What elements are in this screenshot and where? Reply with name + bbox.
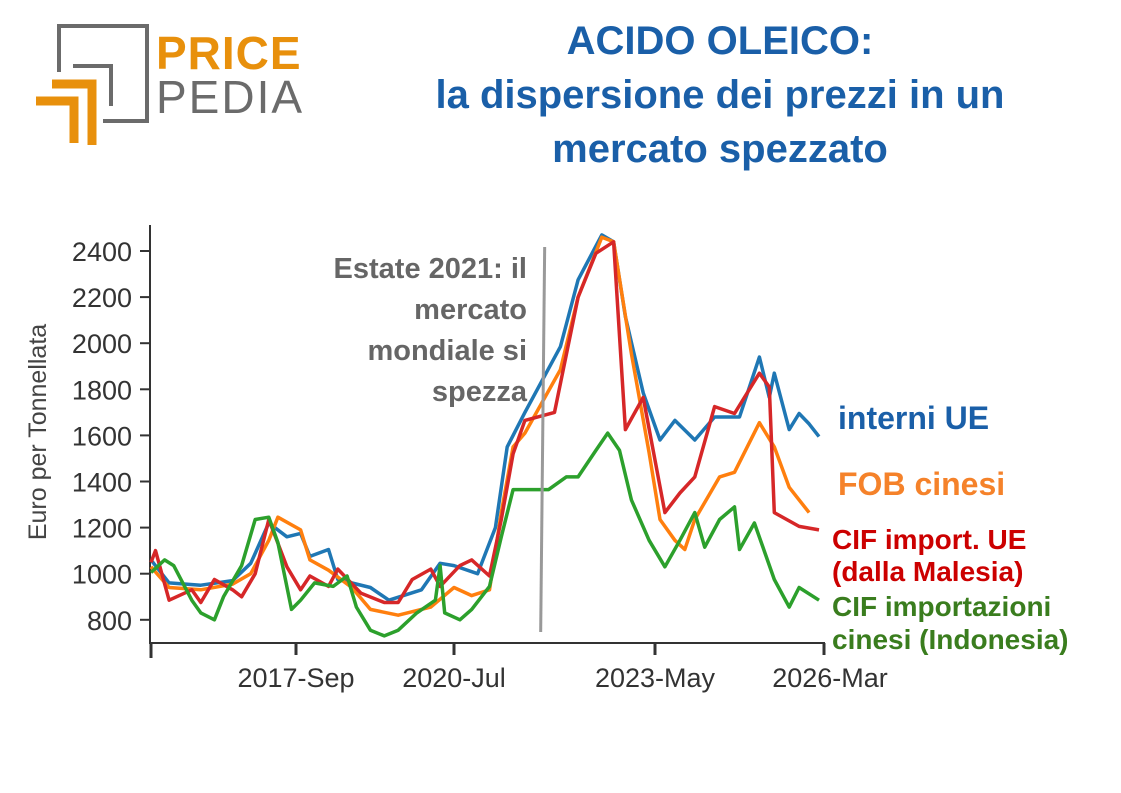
annotation-text: Estate 2021: il (334, 253, 527, 285)
y-tick-label: 2200 (72, 283, 132, 313)
pricepedia-logo: PRICE PEDIA (0, 0, 320, 160)
y-tick-label: 2400 (72, 237, 132, 267)
chart-title: ACIDO OLEICO: la dispersione dei prezzi … (330, 14, 1110, 176)
annotation-text: spezza (432, 376, 528, 408)
legend-label-2: CIF import. UE (832, 524, 1026, 555)
annotation-text: mercato (414, 294, 527, 326)
legend-label-0: interni UE (838, 400, 989, 436)
legend: interni UE FOB cinesi CIF import. UE(dalla… (832, 400, 1069, 655)
x-tick-label: 2017-Sep (237, 663, 354, 693)
annotation-line (539, 246, 547, 633)
legend-label-2: (dalla Malesia) (832, 556, 1023, 587)
axes: 800 1000 1200 1400 1600 1800 2000 2200 2400 Euro … (24, 225, 888, 693)
y-axis-label: Euro per Tonnellata (24, 324, 52, 540)
y-tick-label: 1400 (72, 468, 132, 498)
y-tick-label: 1800 (72, 375, 132, 405)
legend-label-3: CIF importazioni (832, 591, 1051, 622)
series-lines (149, 233, 821, 638)
series-line-0 (149, 233, 821, 602)
legend-label-1: FOB cinesi (838, 466, 1005, 502)
logo-text-price: PRICE (156, 27, 302, 79)
annotation: Estate 2021: il mercato mondiale si spezza (334, 246, 547, 633)
y-tick-label: 2000 (72, 329, 132, 359)
annotation-text: mondiale si (367, 335, 527, 367)
title-line-1: ACIDO OLEICO: (566, 19, 874, 63)
y-tick-label: 1600 (72, 421, 132, 451)
y-tick-label: 1200 (72, 514, 132, 544)
logo-text-pedia: PEDIA (156, 71, 305, 123)
y-tick-label: 1000 (72, 560, 132, 590)
x-tick-label: 2020-Jul (402, 663, 506, 693)
title-line-3: mercato spezzato (552, 127, 888, 171)
legend-label-3: cinesi (Indonesia) (832, 624, 1069, 655)
y-tick-label: 800 (87, 606, 132, 636)
title-line-2: la dispersione dei prezzi in un (435, 73, 1005, 117)
x-tick-label: 2023-May (595, 663, 716, 693)
logo-mark-icon (36, 24, 149, 145)
series-line-3 (149, 431, 820, 638)
x-tick-label: 2026-Mar (772, 663, 888, 693)
